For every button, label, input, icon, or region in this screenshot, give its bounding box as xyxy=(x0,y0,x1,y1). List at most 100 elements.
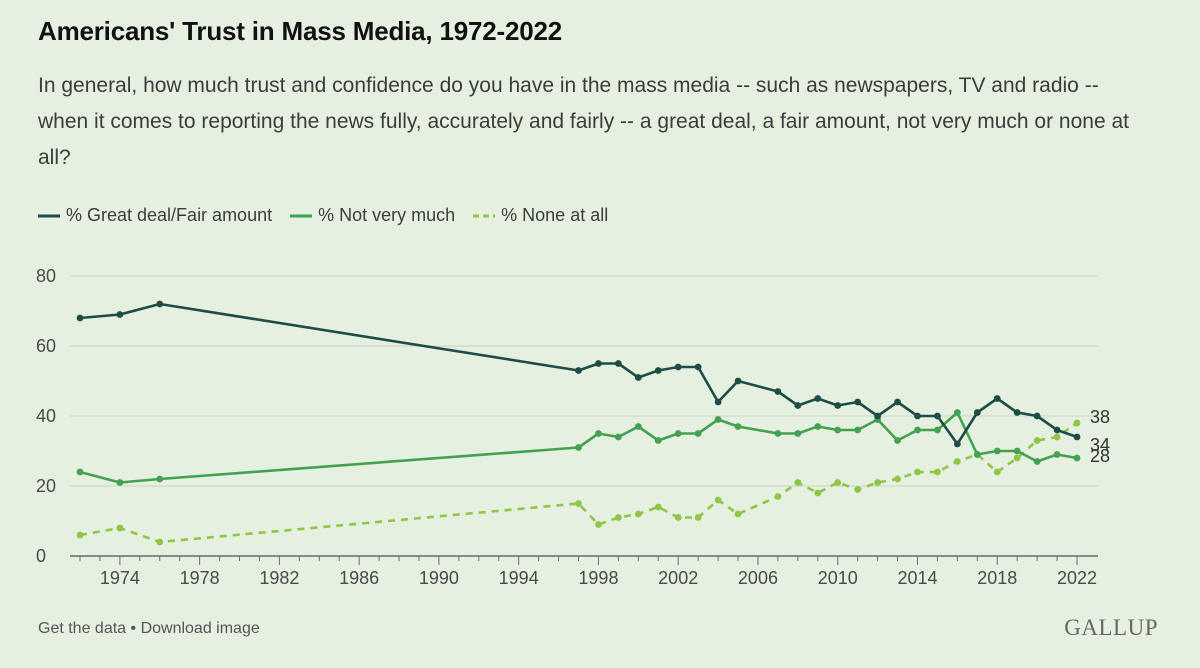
data-point-s1-2010 xyxy=(834,426,842,434)
data-point-s1-2019 xyxy=(1013,447,1021,455)
data-point-s0-2004 xyxy=(714,398,722,406)
data-point-s2-2013 xyxy=(894,475,901,483)
data-point-s2-2005 xyxy=(734,510,742,518)
data-point-s2-2007 xyxy=(774,493,782,500)
y-tick-label-20: 20 xyxy=(36,476,56,496)
y-tick-label-80: 80 xyxy=(36,266,56,286)
data-point-s1-2021 xyxy=(1053,451,1061,458)
data-point-s0-2003 xyxy=(694,363,702,371)
x-tick-label-1994: 1994 xyxy=(499,568,539,588)
data-point-s1-2020 xyxy=(1033,458,1041,465)
data-point-s0-1972 xyxy=(76,314,84,322)
legend-item-not-very-much: % Not very much xyxy=(290,205,455,226)
data-point-s2-1997 xyxy=(575,500,582,507)
data-point-s2-2000 xyxy=(634,510,642,518)
data-point-s0-1999 xyxy=(614,360,622,367)
data-point-s2-2012 xyxy=(874,479,881,486)
data-point-s2-2009 xyxy=(814,489,822,497)
data-point-s0-2021 xyxy=(1053,426,1061,434)
series-line-0 xyxy=(79,302,1078,446)
y-tick-label-0: 0 xyxy=(36,546,46,566)
series-line-2 xyxy=(79,421,1078,544)
data-point-s2-1998 xyxy=(595,521,602,528)
data-point-s1-2003 xyxy=(694,430,702,437)
data-point-s1-2008 xyxy=(794,430,802,437)
data-point-s0-2022 xyxy=(1073,433,1081,441)
data-point-s1-2018 xyxy=(993,447,1001,455)
x-tick-label-1986: 1986 xyxy=(339,568,379,588)
legend-swatch-not-very-much xyxy=(290,214,313,217)
data-point-s0-2008 xyxy=(794,402,802,409)
data-point-s2-1972 xyxy=(76,531,84,539)
footer-links: Get the data • Download image xyxy=(38,620,260,638)
end-label-series-0: 34 xyxy=(1090,435,1110,455)
legend-label-not-very-much: % Not very much xyxy=(318,205,456,225)
data-point-s0-2001 xyxy=(654,367,662,374)
download-image-link[interactable]: Download image xyxy=(140,620,260,637)
end-label-series-2: 38 xyxy=(1090,407,1110,427)
data-point-s0-2011 xyxy=(854,398,862,406)
data-point-s0-2016 xyxy=(953,440,961,448)
data-point-s1-2001 xyxy=(654,437,662,444)
data-point-s0-2017 xyxy=(973,409,981,416)
legend-label-great-deal: % Great deal/Fair amount xyxy=(66,205,273,225)
data-point-s2-1976 xyxy=(156,538,164,546)
legend-swatch-great-deal xyxy=(38,214,60,217)
data-point-s0-2020 xyxy=(1033,412,1041,420)
data-point-s2-2021 xyxy=(1053,433,1061,441)
data-point-s2-2002 xyxy=(674,514,682,521)
data-point-s1-1976 xyxy=(156,475,164,483)
chart-title: Americans' Trust in Mass Media, 1972-202… xyxy=(38,16,563,46)
data-point-s0-2015 xyxy=(934,412,941,420)
chart-subtitle: In general, how much trust and confidenc… xyxy=(38,74,1129,169)
data-point-s2-2016 xyxy=(953,458,961,465)
data-point-s2-2018 xyxy=(993,468,1001,476)
x-tick-label-2002: 2002 xyxy=(658,568,698,588)
data-point-s0-1997 xyxy=(575,367,582,374)
data-point-s1-1998 xyxy=(595,430,602,437)
series-line-1 xyxy=(79,411,1078,484)
data-point-s2-1999 xyxy=(614,514,622,521)
data-point-s2-2020 xyxy=(1033,437,1041,444)
data-point-s0-1998 xyxy=(595,360,602,367)
data-point-s1-2022 xyxy=(1073,454,1081,462)
data-point-s0-2019 xyxy=(1013,409,1021,416)
y-tick-label-60: 60 xyxy=(36,336,56,356)
data-point-s1-2002 xyxy=(674,430,682,437)
data-point-s0-2013 xyxy=(894,398,901,406)
footer-separator: • xyxy=(126,620,141,637)
legend: % Great deal/Fair amount % Not very much… xyxy=(38,205,626,226)
x-tick-label-2014: 2014 xyxy=(897,568,937,588)
data-point-s2-2008 xyxy=(794,479,802,486)
data-point-s2-1974 xyxy=(116,524,124,532)
data-point-s1-2014 xyxy=(914,426,921,434)
data-point-s2-2022 xyxy=(1073,419,1081,427)
legend-item-great-deal: % Great deal/Fair amount xyxy=(38,205,272,226)
x-tick-label-1982: 1982 xyxy=(259,568,299,588)
data-point-s0-2000 xyxy=(634,374,642,381)
data-point-s0-2014 xyxy=(914,412,921,420)
x-tick-label-1978: 1978 xyxy=(180,568,220,588)
data-point-s2-2011 xyxy=(854,486,862,493)
data-point-s0-1974 xyxy=(116,311,124,318)
legend-item-none-at-all: % None at all xyxy=(473,205,608,226)
x-tick-label-2010: 2010 xyxy=(818,568,858,588)
data-point-s1-2016 xyxy=(953,409,961,416)
x-tick-label-1990: 1990 xyxy=(419,568,459,588)
data-point-s2-2015 xyxy=(934,468,941,476)
data-point-s1-1997 xyxy=(575,444,582,451)
y-tick-label-40: 40 xyxy=(36,406,56,426)
legend-label-none-at-all: % None at all xyxy=(501,205,609,225)
data-point-s1-2017 xyxy=(973,451,981,458)
data-point-s0-2010 xyxy=(834,402,842,409)
data-point-s2-2003 xyxy=(694,514,702,521)
data-point-s0-2005 xyxy=(734,377,742,385)
get-data-link[interactable]: Get the data xyxy=(38,620,127,637)
data-point-s1-2009 xyxy=(814,423,822,430)
data-point-s1-1972 xyxy=(76,468,84,476)
legend-swatch-none-at-all xyxy=(473,214,496,217)
data-point-s1-1999 xyxy=(614,433,622,441)
data-point-s1-2011 xyxy=(854,426,862,434)
data-point-s1-2015 xyxy=(934,426,941,434)
